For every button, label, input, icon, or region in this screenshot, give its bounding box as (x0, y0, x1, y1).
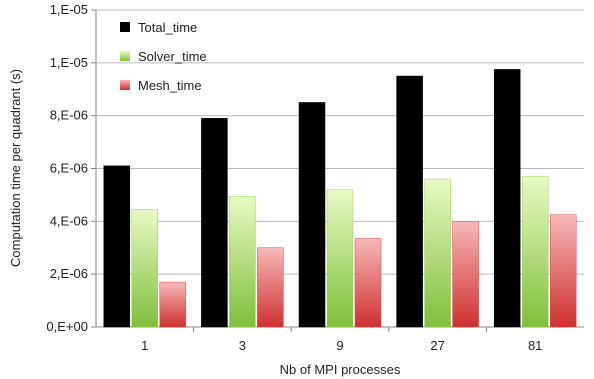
bar-mesh-time-3 (257, 247, 284, 328)
bar-total-time-81 (493, 69, 521, 328)
x-tick-label: 9 (336, 338, 343, 353)
x-tick-label: 1 (141, 338, 148, 353)
y-tick-label: 4,E-06 (50, 213, 88, 228)
bar-total-time-3 (201, 118, 228, 328)
bar-solver-time-9 (326, 189, 354, 328)
bar-solver-time-3 (229, 195, 256, 328)
x-tick-label: 81 (528, 338, 542, 353)
y-tick-label: 8,E-06 (50, 108, 88, 123)
legend-swatch-mesh-time (120, 80, 130, 90)
bar-mesh-time-1 (159, 281, 187, 328)
legend-label-total-time: Total_time (138, 20, 197, 35)
bar-mesh-time-27 (452, 221, 479, 328)
x-axis-label: Nb of MPI processes (280, 362, 401, 377)
bar-total-time-1 (103, 165, 131, 328)
bar-total-time-9 (298, 102, 326, 328)
y-tick-labels: 0,E+00 2,E-06 4,E-06 6,E-06 8,E-06 1,E-05 1,E-… (46, 2, 96, 334)
legend-swatch-total-time (120, 22, 130, 32)
bar-solver-time-1 (131, 209, 159, 328)
y-axis-label: Computation time per quadrant (s) (8, 69, 23, 267)
bar-mesh-time-9 (354, 238, 382, 328)
x-tick-label: 27 (430, 338, 444, 353)
bar-solver-time-81 (521, 176, 549, 328)
x-tick-labels: 1 3 9 27 81 (141, 327, 542, 353)
bar-solver-time-27 (424, 178, 451, 328)
y-tick-label: 1,E-05 (50, 55, 88, 70)
y-tick-label: 0,E+00 (46, 319, 88, 334)
bar-total-time-27 (396, 75, 423, 328)
bars (103, 69, 577, 328)
y-tick-label: 1,E-05 (50, 2, 88, 17)
legend-label-solver-time: Solver_time (138, 49, 207, 64)
x-tick-label: 3 (239, 338, 246, 353)
legend: Total_time Solver_time Mesh_time (120, 20, 207, 93)
legend-label-mesh-time: Mesh_time (138, 78, 202, 93)
bar-mesh-time-81 (549, 214, 577, 328)
legend-swatch-solver-time (120, 51, 130, 61)
y-tick-label: 2,E-06 (50, 266, 88, 281)
y-tick-label: 6,E-06 (50, 161, 88, 176)
